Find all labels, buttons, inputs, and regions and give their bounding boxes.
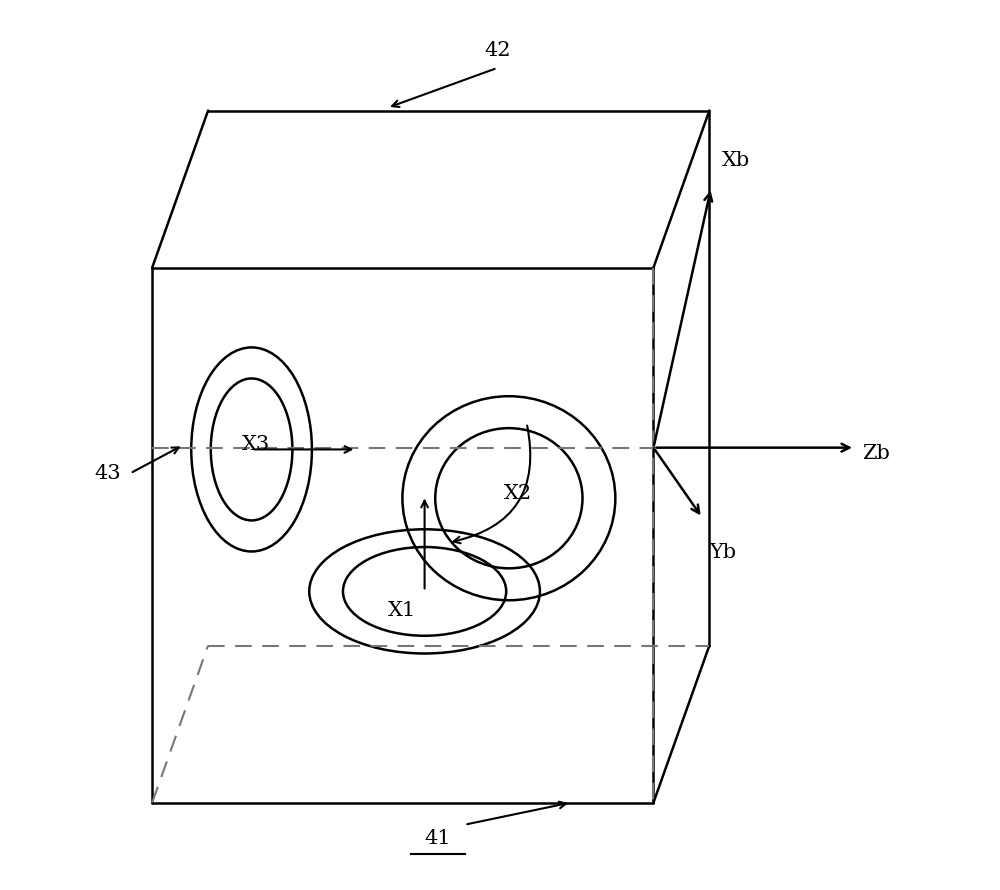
Text: 41: 41 [425, 829, 451, 847]
Text: X3: X3 [242, 435, 270, 455]
Text: 42: 42 [484, 41, 511, 60]
Text: Xb: Xb [722, 151, 750, 170]
Text: Yb: Yb [709, 543, 736, 562]
Text: Zb: Zb [862, 444, 890, 464]
Text: 43: 43 [95, 464, 121, 483]
Text: X2: X2 [504, 484, 532, 504]
Text: X1: X1 [388, 602, 417, 620]
